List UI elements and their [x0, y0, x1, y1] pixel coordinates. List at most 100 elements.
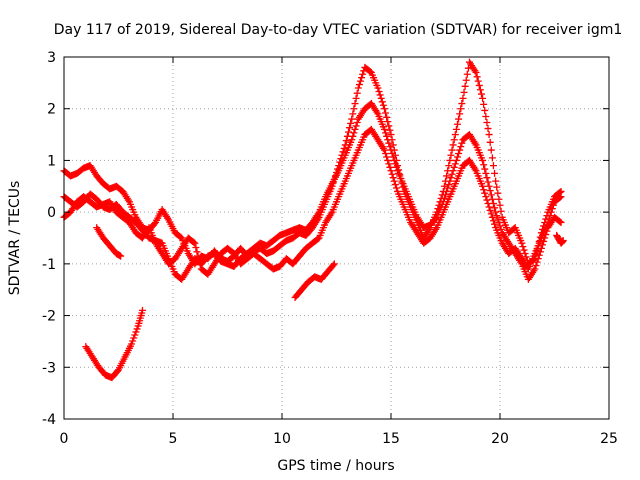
data-point	[374, 84, 382, 92]
data-point	[356, 77, 364, 85]
x-tick-label: 0	[60, 431, 69, 447]
data-point	[487, 210, 495, 218]
data-point	[532, 262, 540, 270]
data-point	[355, 81, 363, 89]
data-point	[351, 125, 359, 133]
data-point	[492, 208, 500, 216]
data-point	[493, 212, 501, 220]
data-point	[196, 261, 204, 269]
data-point	[484, 125, 492, 133]
y-tick-label: -3	[42, 360, 56, 376]
data-point	[131, 331, 139, 339]
data-point	[482, 193, 490, 201]
data-point	[130, 334, 138, 342]
data-point	[487, 146, 495, 154]
data-point	[497, 225, 505, 233]
data-point	[489, 162, 497, 170]
data-point	[556, 218, 564, 226]
data-point	[450, 136, 458, 144]
data-point	[382, 129, 390, 137]
data-point	[486, 206, 494, 214]
data-point	[386, 143, 394, 151]
data-point	[453, 120, 461, 128]
data-point	[458, 139, 466, 147]
x-tick-label: 25	[600, 431, 618, 447]
data-point	[480, 161, 488, 169]
data-point	[384, 156, 392, 164]
data-point	[476, 86, 484, 94]
data-point	[128, 340, 136, 348]
data-point	[472, 69, 480, 77]
data-point	[389, 153, 397, 161]
data-point	[531, 265, 539, 273]
data-point	[344, 128, 352, 136]
data-point	[491, 220, 499, 228]
y-tick-label: 0	[47, 205, 56, 221]
axis-ticks	[63, 56, 610, 420]
data-point	[475, 81, 483, 89]
data-point	[473, 73, 481, 81]
data-point	[485, 131, 493, 139]
y-tick-labels: -4 -3 -2 -1 0 1 2 3	[42, 50, 56, 428]
data-point	[350, 105, 358, 113]
data-point	[494, 215, 502, 223]
data-point	[463, 70, 471, 78]
data-point	[329, 261, 337, 269]
data-point	[440, 194, 448, 202]
data-point	[483, 119, 491, 127]
data-point	[455, 150, 463, 158]
data-point	[392, 184, 400, 192]
data-point	[480, 100, 488, 108]
plot-frame	[63, 56, 610, 420]
data-point	[194, 252, 202, 260]
data-point	[548, 205, 556, 213]
data-point	[488, 154, 496, 162]
data-point	[460, 88, 468, 96]
data-point	[349, 132, 357, 140]
data-point	[446, 156, 454, 164]
data-point	[383, 113, 391, 121]
data-point	[347, 119, 355, 127]
data-point	[354, 84, 362, 92]
data-point	[382, 109, 390, 117]
data-point	[390, 177, 398, 185]
data-point	[450, 163, 458, 171]
series-track-4	[82, 306, 146, 382]
data-point	[474, 77, 482, 85]
data-point	[133, 325, 141, 333]
series-track-5	[93, 224, 125, 260]
data-point	[521, 250, 529, 258]
data-point	[455, 115, 463, 123]
data-point	[387, 131, 395, 139]
x-axis-label: GPS time / hours	[277, 458, 394, 474]
data-point	[448, 170, 456, 178]
data-point	[388, 150, 396, 158]
y-tick-label: -2	[42, 309, 56, 325]
data-point	[129, 337, 137, 345]
data-point	[378, 98, 386, 106]
data-point	[451, 131, 459, 139]
data-point	[359, 70, 367, 78]
data-point	[482, 112, 490, 120]
x-tick-label: 10	[273, 431, 291, 447]
data-point	[392, 163, 400, 171]
data-point	[389, 174, 397, 182]
data-marks	[60, 58, 567, 382]
data-point	[448, 146, 456, 154]
data-point	[385, 139, 393, 147]
series-track-3	[60, 125, 565, 278]
data-point	[481, 189, 489, 197]
data-point	[559, 237, 567, 245]
data-point	[195, 256, 203, 264]
data-point	[383, 132, 391, 140]
data-point	[557, 193, 565, 201]
x-tick-label: 15	[382, 431, 400, 447]
data-point	[493, 183, 501, 191]
data-point	[385, 122, 393, 130]
y-tick-label: 3	[47, 50, 56, 66]
data-point	[449, 141, 457, 149]
data-point	[479, 94, 487, 102]
data-point	[477, 90, 485, 98]
data-point	[379, 101, 387, 109]
